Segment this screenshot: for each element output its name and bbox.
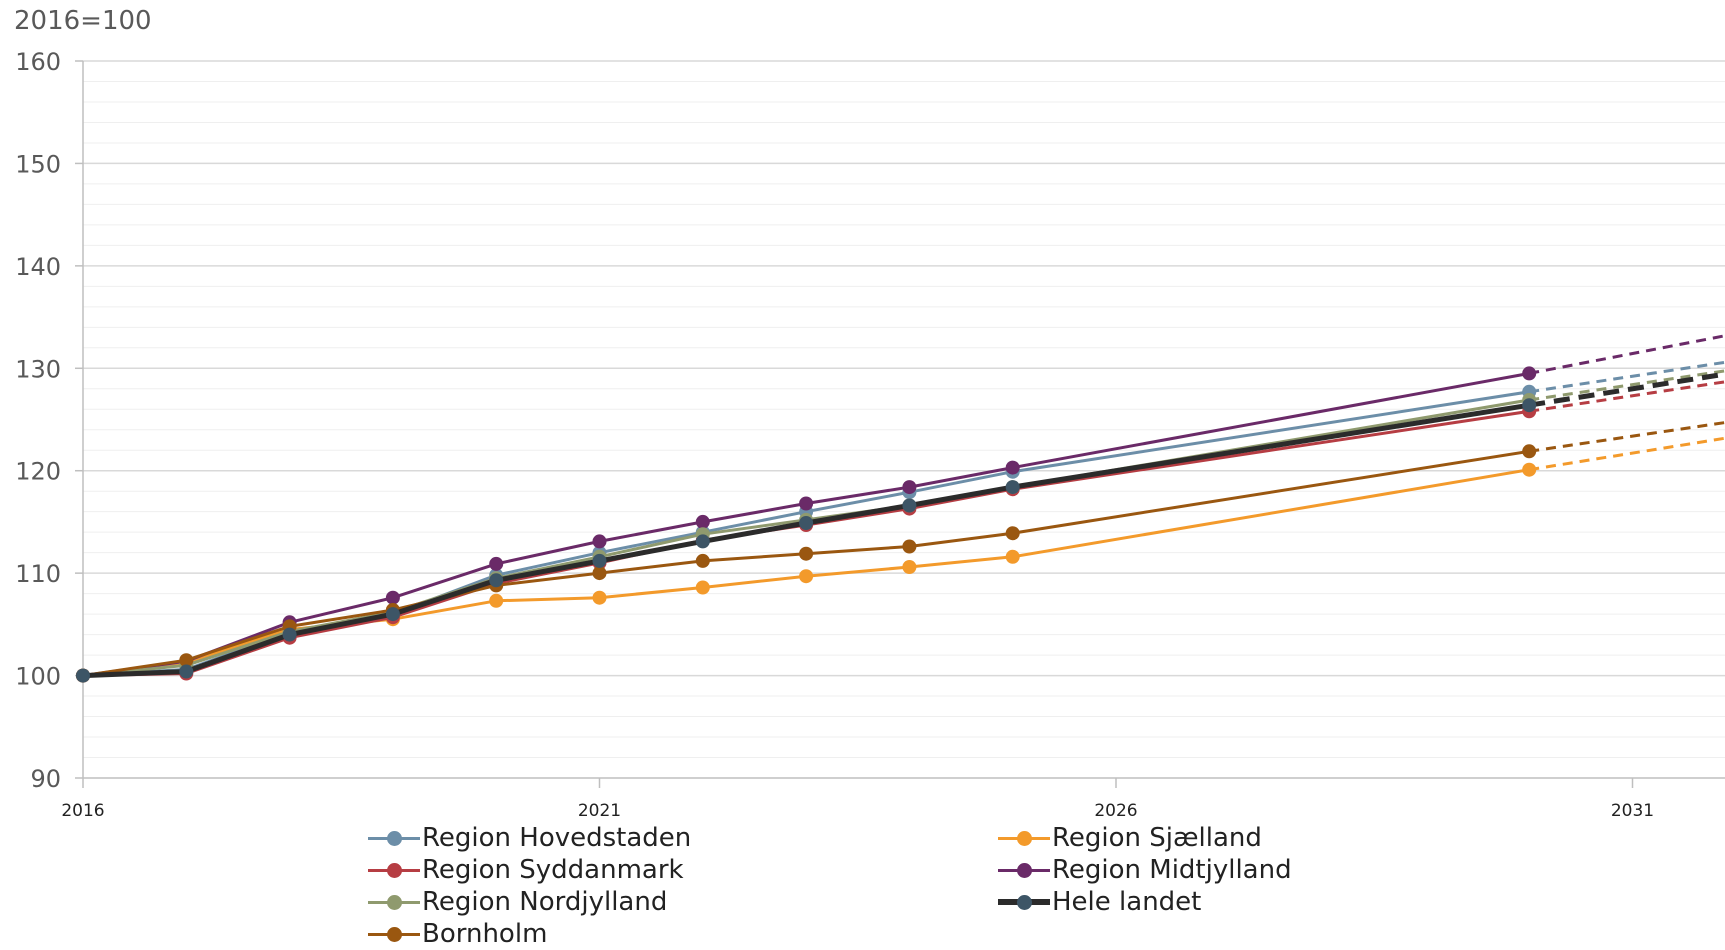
data-point-region-sj-lland <box>902 560 917 574</box>
data-point-region-sj-lland <box>799 569 814 584</box>
tick-labels: 9010011012013014015016020162021202620312… <box>15 48 1654 821</box>
legend-item-region-syddanmark: Region Syddanmark <box>368 854 684 886</box>
legend-label: Region Sjælland <box>1052 823 1262 853</box>
data-point-hele-landet <box>489 573 504 588</box>
projection-line-region-syddanmark <box>1528 380 1725 413</box>
data-point-region-midtjylland <box>1522 366 1537 381</box>
data-point-region-midtjylland <box>592 534 607 549</box>
y-tick-label: 150 <box>15 150 61 178</box>
legend-item-region-nordjylland: Region Nordjylland <box>368 886 667 918</box>
legend-swatch <box>368 854 420 886</box>
data-point-region-midtjylland <box>489 556 504 571</box>
data-point-region-midtjylland <box>799 496 814 511</box>
data-point-region-sj-lland <box>695 580 710 595</box>
legend-swatch <box>368 822 420 854</box>
series-line-region-syddanmark <box>82 409 1530 678</box>
data-point-hele-landet <box>179 664 194 679</box>
data-point-hele-landet <box>902 498 917 513</box>
data-point-hele-landet <box>1005 480 1020 495</box>
legend-swatch <box>368 918 420 950</box>
legend-swatch <box>368 886 420 918</box>
axes <box>75 60 1725 788</box>
legend-item-region-hovedstaden: Region Hovedstaden <box>368 822 691 854</box>
data-point-region-midtjylland <box>385 590 400 605</box>
projection-line-region-sj-lland <box>1528 436 1725 472</box>
data-point-region-sj-lland <box>1522 462 1537 477</box>
series-region-syddanmark <box>76 380 1725 683</box>
y-axis-unit-label: 2016=100 <box>14 6 152 36</box>
y-tick-label: 130 <box>15 355 61 383</box>
x-tick-label: 2031 <box>1611 801 1654 821</box>
y-tick-label: 100 <box>15 663 61 691</box>
data-point-bornholm <box>1522 444 1537 459</box>
legend-item-hele-landet: Hele landet <box>998 886 1201 918</box>
data-point-hele-landet <box>1522 398 1537 413</box>
minor-gridlines <box>83 80 1725 759</box>
series-region-midtjylland <box>76 334 1725 683</box>
series-hele-landet <box>76 371 1725 683</box>
data-point-hele-landet <box>799 516 814 530</box>
y-tick-label: 90 <box>30 765 61 793</box>
legend-item-region-sj-lland: Region Sjælland <box>998 822 1262 854</box>
series-layer <box>76 334 1725 683</box>
legend-swatch <box>998 886 1050 918</box>
data-point-bornholm <box>1005 526 1020 541</box>
data-point-region-sj-lland <box>1005 549 1020 564</box>
data-point-region-midtjylland <box>902 480 917 495</box>
series-region-nordjylland <box>76 369 1725 683</box>
legend-label: Region Midtjylland <box>1052 855 1292 885</box>
projection-line-region-hovedstaden <box>1528 360 1725 394</box>
y-tick-label: 140 <box>15 253 61 281</box>
projection-line-bornholm <box>1528 421 1725 453</box>
data-point-region-midtjylland <box>1005 460 1020 475</box>
y-tick-label: 160 <box>15 48 61 76</box>
legend-label: Region Nordjylland <box>422 887 668 917</box>
legend-label: Region Syddanmark <box>422 855 684 885</box>
data-point-bornholm <box>902 539 917 554</box>
x-tick-label: 2016 <box>61 801 104 821</box>
data-point-hele-landet <box>282 627 297 642</box>
legend-swatch <box>998 854 1050 886</box>
data-point-hele-landet <box>76 668 90 683</box>
legend-label: Bornholm <box>422 919 548 949</box>
data-point-region-midtjylland <box>695 514 710 529</box>
projection-line-region-midtjylland <box>1528 334 1725 375</box>
data-point-region-sj-lland <box>489 593 504 608</box>
x-tick-label: 2026 <box>1094 801 1137 821</box>
y-tick-label: 110 <box>15 560 61 588</box>
data-point-region-sj-lland <box>592 590 607 605</box>
legend-swatch <box>998 822 1050 854</box>
legend-label: Region Hovedstaden <box>422 823 692 853</box>
data-point-bornholm <box>179 653 194 668</box>
data-point-bornholm <box>695 553 710 568</box>
projection-line-region-nordjylland <box>1528 369 1725 402</box>
y-tick-label: 120 <box>15 458 61 486</box>
data-point-hele-landet <box>385 607 400 622</box>
legend-item-region-midtjylland: Region Midtjylland <box>998 854 1292 886</box>
legend-label: Hele landet <box>1052 887 1202 917</box>
major-gridlines <box>83 60 1725 677</box>
data-point-bornholm <box>799 546 814 561</box>
legend-item-bornholm: Bornholm <box>368 918 547 950</box>
data-point-hele-landet <box>695 534 710 549</box>
x-tick-label: 2021 <box>578 801 621 821</box>
data-point-hele-landet <box>592 553 607 568</box>
series-line-bornholm <box>82 449 1530 678</box>
projection-line-hele-landet <box>1528 371 1725 408</box>
data-point-bornholm <box>592 566 607 581</box>
